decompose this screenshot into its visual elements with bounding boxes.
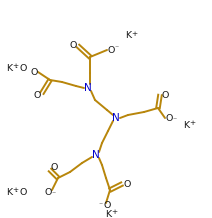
Text: O: O bbox=[103, 201, 111, 209]
Text: N: N bbox=[84, 83, 92, 93]
Text: O: O bbox=[161, 90, 169, 99]
Text: O: O bbox=[69, 41, 77, 51]
Text: O: O bbox=[165, 114, 173, 123]
Text: ⁻: ⁻ bbox=[115, 44, 119, 53]
Text: N: N bbox=[92, 150, 100, 160]
Text: ·: · bbox=[15, 63, 18, 73]
Text: +: + bbox=[189, 120, 195, 126]
Text: ⁻: ⁻ bbox=[99, 201, 103, 209]
Text: O: O bbox=[33, 90, 41, 99]
Text: O: O bbox=[20, 187, 27, 196]
Text: K: K bbox=[125, 31, 131, 41]
Text: ⁻: ⁻ bbox=[52, 189, 56, 199]
Text: K: K bbox=[183, 121, 189, 129]
Text: O: O bbox=[123, 179, 131, 189]
Text: +: + bbox=[12, 63, 18, 69]
Text: ⁻: ⁻ bbox=[173, 116, 177, 124]
Text: O: O bbox=[30, 68, 38, 77]
Text: N: N bbox=[112, 113, 120, 123]
Text: ·: · bbox=[15, 187, 18, 197]
Text: +: + bbox=[111, 209, 117, 215]
Text: O: O bbox=[44, 187, 52, 196]
Text: O: O bbox=[20, 63, 27, 73]
Text: +: + bbox=[12, 187, 18, 193]
Text: K: K bbox=[6, 187, 12, 196]
Text: +: + bbox=[131, 31, 137, 37]
Text: K: K bbox=[6, 63, 12, 73]
Text: K: K bbox=[105, 209, 111, 218]
Text: O: O bbox=[107, 46, 115, 54]
Text: O: O bbox=[50, 162, 58, 172]
